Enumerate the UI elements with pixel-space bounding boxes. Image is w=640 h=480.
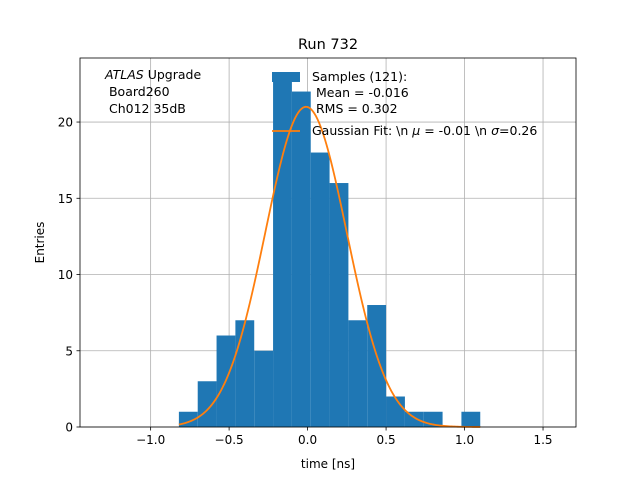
x-axis-label: time [ns] [301,457,355,471]
gaussian-fit [178,105,481,428]
legend-mean-label: Mean = -0.016 [312,85,409,100]
histogram-bar [461,411,481,427]
y-tick-label: 20 [58,116,73,130]
upgrade-label: Upgrade [144,67,202,82]
x-tick-label: 1.5 [533,433,552,447]
atlas-annotation: ATLAS Upgrade Board260 Ch012 35dB [104,67,201,116]
legend: Samples (121): Mean = -0.016 RMS = 0.302… [272,69,537,138]
y-axis-label: Entries [33,222,47,264]
histogram-bar [348,320,368,427]
atlas-label-line: ATLAS Upgrade [104,67,201,82]
histogram-bar [310,152,330,428]
x-tick-label: 0.5 [377,433,396,447]
histogram-bar [254,350,274,427]
histogram-bar [386,396,405,427]
y-tick-label: 10 [58,268,73,282]
board-label: Board260 [105,84,170,99]
x-tick-label: 0.0 [298,433,317,447]
y-tick-label: 0 [65,421,73,435]
legend-samples-label: Samples (121): [312,69,407,84]
channel-label: Ch012 35dB [105,101,186,116]
y-tick-label: 5 [65,344,73,358]
chart-title: Run 732 [298,37,358,53]
x-tick-label: 1.0 [455,433,474,447]
fit-curve [178,105,481,428]
histogram-bar [329,183,349,427]
plot-frame [79,57,577,428]
x-tick-label: −0.5 [215,433,244,447]
legend-fit-label: Gaussian Fit: \n μ = -0.01 \n σ=0.26 [312,123,537,138]
atlas-italic-label: ATLAS [104,67,144,82]
fit-label-middle: = -0.01 \n [420,123,491,138]
y-axis-ticks: 0 5 10 15 20 [58,116,80,435]
fit-label-suffix: =0.26 [499,123,537,138]
fit-sigma-symbol: σ [491,123,500,138]
fit-mu-symbol: μ [411,123,420,138]
x-tick-label: −1.0 [136,433,165,447]
legend-rms-label: RMS = 0.302 [312,101,398,116]
histogram-bar [291,91,311,427]
histogram-bar [235,320,255,427]
histogram-bar [273,76,292,428]
histogram-bar [404,411,424,427]
legend-samples-handle [272,72,300,82]
x-axis-ticks: −1.0 −0.5 0.0 0.5 1.0 1.5 [136,427,553,447]
y-tick-label: 15 [58,192,73,206]
fit-label-prefix: Gaussian Fit: \n [312,123,412,138]
histogram-bar [197,381,217,427]
histogram-bar [367,305,387,427]
